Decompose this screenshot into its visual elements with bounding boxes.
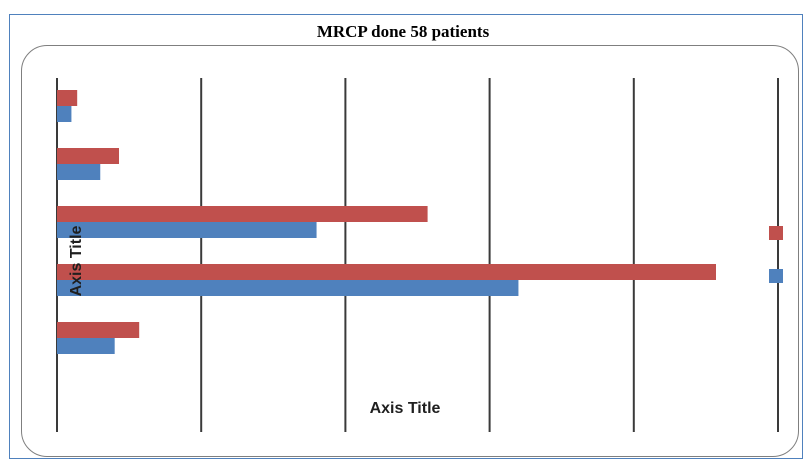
bars — [57, 90, 716, 354]
bar — [57, 264, 716, 280]
legend — [769, 226, 783, 283]
bar — [57, 280, 519, 296]
bar — [57, 148, 120, 164]
chart-title: MRCP done 58 patients — [316, 22, 490, 41]
bar — [57, 164, 101, 180]
bar — [57, 338, 115, 354]
legend-swatch — [769, 226, 783, 240]
legend-swatch — [769, 269, 783, 283]
bar — [57, 222, 317, 238]
bar — [57, 106, 72, 122]
x-axis-title: Axis Title — [369, 400, 441, 417]
plot-area-border — [21, 45, 799, 457]
bar — [57, 90, 78, 106]
bar — [57, 206, 428, 222]
y-axis-title: Axis Title — [68, 225, 85, 297]
gridlines — [56, 78, 779, 432]
bar — [57, 322, 140, 338]
